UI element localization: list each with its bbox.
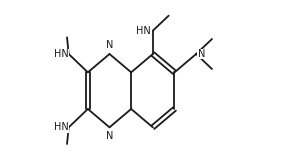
Text: HN: HN xyxy=(136,26,151,36)
Text: N: N xyxy=(106,40,113,50)
Text: N: N xyxy=(106,131,113,141)
Text: HN: HN xyxy=(54,49,69,59)
Text: HN: HN xyxy=(54,122,69,132)
Text: N: N xyxy=(198,49,205,59)
